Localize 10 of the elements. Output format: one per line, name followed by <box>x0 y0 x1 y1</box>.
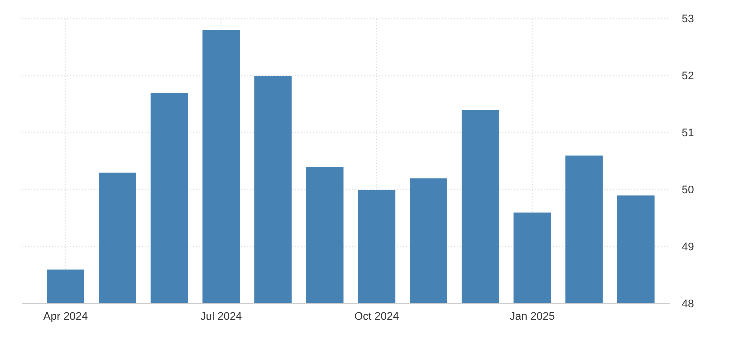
x-tick-label: Oct 2024 <box>354 310 400 323</box>
x-tick-label: Jan 2025 <box>510 310 556 323</box>
y-tick-label: 49 <box>682 242 694 254</box>
y-tick-label: 53 <box>682 14 694 26</box>
y-tick-label: 51 <box>682 128 694 140</box>
y-tick-label: 50 <box>682 184 694 197</box>
x-tick-label: Apr 2024 <box>44 310 88 323</box>
y-tick-label: 48 <box>682 298 694 311</box>
x-tick-label: Jul 2024 <box>200 310 242 323</box>
y-tick-label: 52 <box>682 70 694 83</box>
